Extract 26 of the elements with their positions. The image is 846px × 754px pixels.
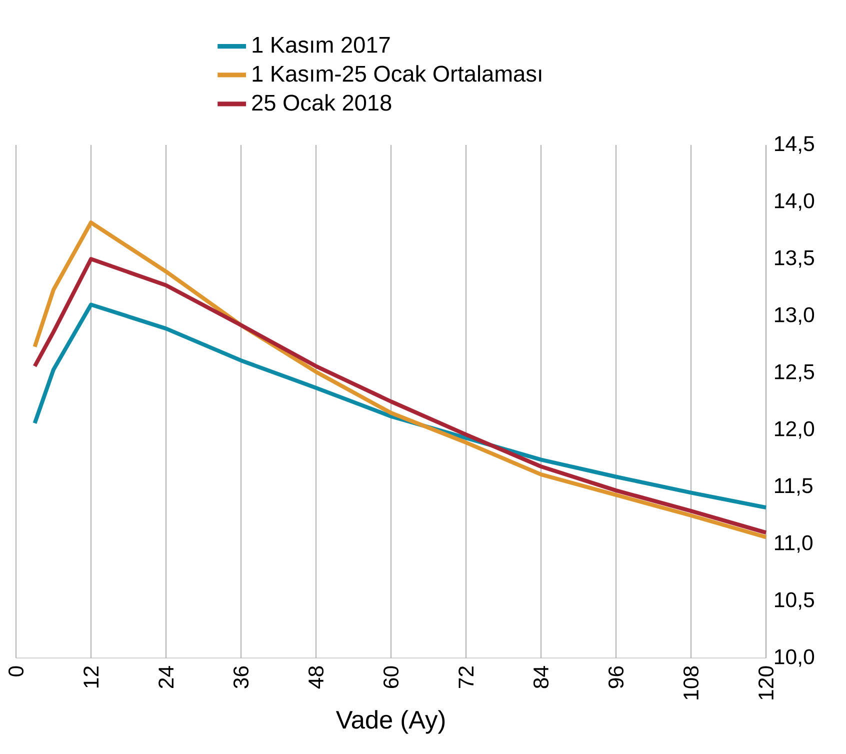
y-tick-label: 12,5 [775,364,814,382]
x-tick-label: 108 [683,666,699,700]
x-tick-label: 24 [158,666,174,688]
x-tick-label: 0 [8,666,24,676]
legend-label: 25 Ocak 2018 [252,94,392,111]
x-tick-label: 36 [233,666,249,688]
y-tick-label: 10,0 [775,649,814,667]
x-tick-label: 12 [84,666,98,688]
x-tick-label: 84 [533,666,549,688]
x-tick-label: 96 [608,666,624,688]
x-tick-label: 72 [458,666,474,688]
x-tick-label: 48 [308,666,324,689]
legend-label: 1 Kasım-25 Ocak Ortalaması [252,65,542,82]
line-series [32,302,768,510]
y-tick-label: 11,5 [775,478,812,496]
y-tick-label: 14,5 [775,136,814,154]
y-tick-label: 13,0 [775,307,814,325]
y-tick-label: 10,5 [775,592,814,610]
y-tick-label: 14,0 [775,193,814,211]
y-tick-label: 13,5 [775,250,814,268]
y-tick-label: 11,0 [775,535,812,553]
x-axis-title: Vade (Ay) [336,710,445,734]
x-tick-label: 60 [383,666,399,688]
y-tick-label: 12,0 [775,421,814,439]
legend-label: 1 Kasım 2017 [252,36,390,53]
x-tick-label: 120 [758,666,774,700]
